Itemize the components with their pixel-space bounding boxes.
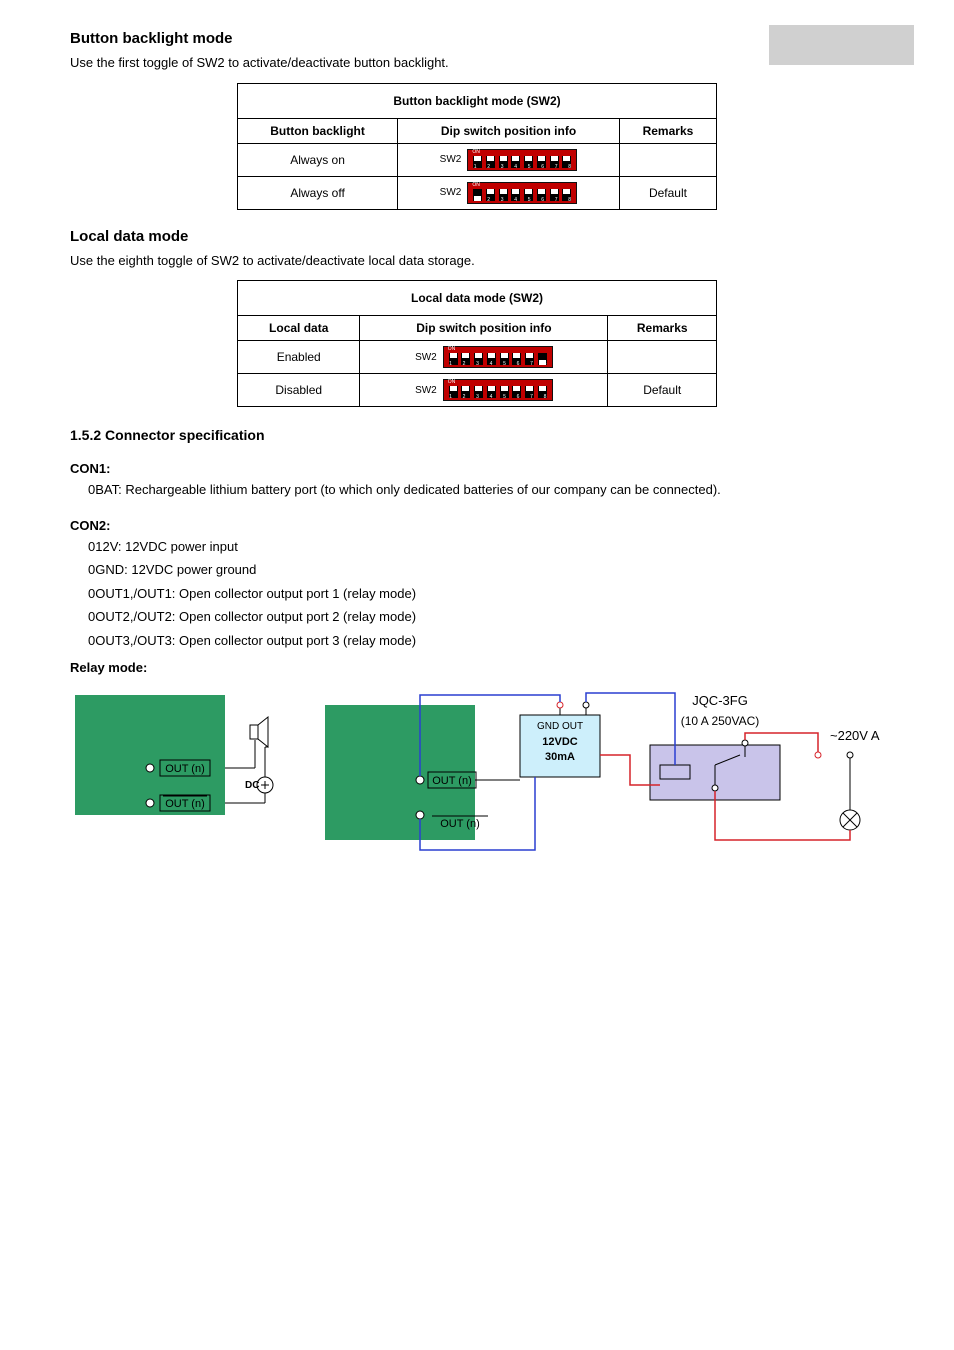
dip-switch: ON12345678 xyxy=(443,346,553,368)
subsection-heading: 1.5.2 Connector specification xyxy=(70,427,884,443)
table2-col3: Remarks xyxy=(608,316,717,341)
table2-r1c2-dip: SW2 ON12345678 xyxy=(360,341,608,374)
table2-r1c1: Enabled xyxy=(238,341,360,374)
small-out-n-label: OUT (n) xyxy=(165,763,205,775)
table1-r1c2-dip: SW2 ON12345678 xyxy=(398,143,620,176)
table1-col2: Dip switch position info xyxy=(398,118,620,143)
table-localdata-mode: Local data mode (SW2) Local data Dip swi… xyxy=(237,280,717,407)
page-header-masked-box xyxy=(769,25,914,65)
relay-mode-label: Relay mode: xyxy=(70,660,884,675)
section-para-backlight: Use the first toggle of SW2 to activate/… xyxy=(70,53,884,73)
table1-r2c3: Default xyxy=(619,176,716,209)
table-backlight-mode: Button backlight mode (SW2) Button backl… xyxy=(237,83,717,210)
table2-col2: Dip switch position info xyxy=(360,316,608,341)
dip-sw-label: SW2 xyxy=(415,352,437,363)
jqc-label: JQC-3FG xyxy=(692,693,748,708)
con2-line3: 0OUT1,/OUT1: Open collector output port … xyxy=(88,584,884,604)
table2-r2c1: Disabled xyxy=(238,374,360,407)
relay-box-line2: 12VDC xyxy=(542,736,578,748)
section-title-backlight: Button backlight mode xyxy=(70,30,884,47)
dip-switch: ON12345678 xyxy=(467,149,577,171)
table1-r1c1: Always on xyxy=(238,143,398,176)
table2-r1c3 xyxy=(608,341,717,374)
con2-line2: 0GND: 12VDC power ground xyxy=(88,560,884,580)
section-title-localdata: Local data mode xyxy=(70,228,884,245)
board-rect-small xyxy=(75,695,225,815)
table1-header: Button backlight mode (SW2) xyxy=(238,83,717,118)
large-out-n-bar-label: OUT (n) xyxy=(440,818,480,830)
con2-line5: 0OUT3,/OUT3: Open collector output port … xyxy=(88,631,884,651)
table2-r2c2-dip: SW2 ON12345678 xyxy=(360,374,608,407)
dip-switch: ON12345678 xyxy=(467,182,577,204)
dip-sw-label: SW2 xyxy=(440,187,462,198)
lamp-icon xyxy=(840,810,860,830)
small-out-n-bar-label: OUT (n) xyxy=(165,798,205,810)
large-out-n-label: OUT (n) xyxy=(432,775,472,787)
table2-col1: Local data xyxy=(238,316,360,341)
table2-header: Local data mode (SW2) xyxy=(238,281,717,316)
ac-label: ~220V AC xyxy=(830,728,880,743)
table1-r1c3 xyxy=(619,143,716,176)
con1-label: CON1: xyxy=(70,461,884,476)
table1-r2c2-dip: SW2 ON12345678 xyxy=(398,176,620,209)
section-para-localdata: Use the eighth toggle of SW2 to activate… xyxy=(70,251,884,271)
relay-box-line1: GND OUT xyxy=(537,721,583,732)
jqc-sub-label: (10 A 250VAC) xyxy=(681,714,760,728)
table1-r2c1: Always off xyxy=(238,176,398,209)
dip-sw-label: SW2 xyxy=(415,385,437,396)
con2-line1: 012V: 12VDC power input xyxy=(88,537,884,557)
dip-sw-label: SW2 xyxy=(440,154,462,165)
con2-label: CON2: xyxy=(70,518,884,533)
con2-line4: 0OUT2,/OUT2: Open collector output port … xyxy=(88,607,884,627)
table1-col3: Remarks xyxy=(619,118,716,143)
relay-box-line3: 30mA xyxy=(545,751,575,763)
speaker-icon xyxy=(250,717,268,747)
con1-line1: 0BAT: Rechargeable lithium battery port … xyxy=(88,480,884,500)
table1-col1: Button backlight xyxy=(238,118,398,143)
dip-switch: ON12345678 xyxy=(443,379,553,401)
diagram-relay-large: OUT (n) OUT (n) GND OUT 12VDC 30mA JQC-3… xyxy=(320,685,880,875)
diagram-relay-small: OUT (n) OUT (n) DC xyxy=(70,685,300,855)
table2-r2c3: Default xyxy=(608,374,717,407)
